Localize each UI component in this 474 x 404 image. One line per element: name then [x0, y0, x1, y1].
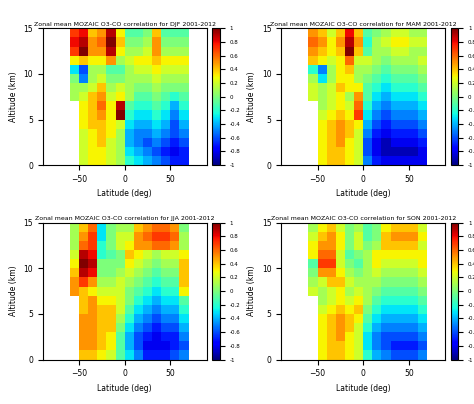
Title: Zonal mean MOZAIC O3-CO correlation for DJF 2001-2012: Zonal mean MOZAIC O3-CO correlation for … [34, 21, 216, 27]
Y-axis label: Altitude (km): Altitude (km) [9, 72, 18, 122]
X-axis label: Latitude (deg): Latitude (deg) [98, 189, 152, 198]
Title: Zonal mean MOZAIC O3-CO correlation for SON 2001-2012: Zonal mean MOZAIC O3-CO correlation for … [271, 216, 456, 221]
X-axis label: Latitude (deg): Latitude (deg) [336, 384, 391, 393]
Title: Zonal mean MOZAIC O3-CO correlation for JJA 2001-2012: Zonal mean MOZAIC O3-CO correlation for … [35, 216, 215, 221]
X-axis label: Latitude (deg): Latitude (deg) [336, 189, 391, 198]
Y-axis label: Altitude (km): Altitude (km) [247, 72, 256, 122]
X-axis label: Latitude (deg): Latitude (deg) [98, 384, 152, 393]
Title: Zonal mean MOZAIC O3-CO correlation for MAM 2001-2012: Zonal mean MOZAIC O3-CO correlation for … [270, 21, 456, 27]
Y-axis label: Altitude (km): Altitude (km) [9, 266, 18, 316]
Y-axis label: Altitude (km): Altitude (km) [247, 266, 256, 316]
